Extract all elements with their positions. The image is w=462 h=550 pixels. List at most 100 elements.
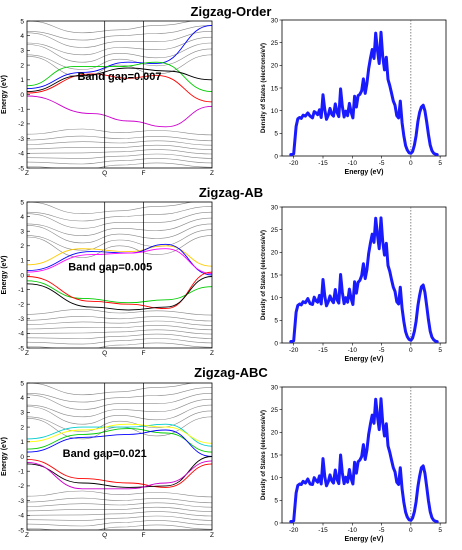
y-tick-label: -1: [18, 469, 24, 476]
band-line-gray: [27, 410, 212, 432]
band-line-highlighted: [27, 458, 212, 488]
y-tick-label: -4: [18, 151, 24, 158]
x-tick-label: -5: [379, 527, 385, 534]
x-tick-label: F: [142, 350, 146, 357]
band-line-highlighted: [27, 95, 212, 128]
band-line-gray: [27, 140, 212, 146]
y-axis-label: Density of States (electrons/eV): [261, 43, 267, 133]
y-tick-label: 0: [274, 520, 278, 527]
y-tick-label: 3: [20, 48, 24, 55]
band-line-gray: [27, 393, 212, 410]
panel-title-zigzag-order: Zigzag-Order: [190, 4, 272, 19]
y-tick-label: 25: [271, 40, 279, 47]
y-tick-label: 30: [271, 384, 279, 391]
band-line-highlighted: [27, 280, 212, 304]
band-line-gray: [27, 506, 212, 512]
x-tick-label: Q: [102, 350, 107, 357]
y-tick-label: 1: [20, 77, 24, 84]
y-axis-label: Energy (eV): [1, 437, 8, 476]
band-line-highlighted: [27, 423, 212, 447]
band-line-gray: [27, 515, 212, 521]
y-tick-label: -3: [18, 498, 24, 505]
dos-plot: [279, 206, 447, 346]
y-tick-label: -1: [18, 107, 24, 114]
x-tick-label: -20: [289, 160, 299, 167]
band-plot-frame: [26, 20, 213, 169]
x-tick-label: Z: [210, 532, 214, 539]
y-tick-label: 0: [274, 153, 278, 160]
x-tick-label: Z: [25, 532, 29, 539]
panel-title-zigzag-abc: Zigzag-ABC: [194, 365, 268, 380]
x-tick-label: 5: [438, 347, 442, 354]
y-tick-label: 3: [20, 229, 24, 236]
band-line-gray: [27, 329, 212, 335]
y-axis-label: Density of States (electrons/eV): [261, 410, 267, 500]
y-tick-label: 10: [271, 295, 279, 302]
x-tick-label: 5: [438, 160, 442, 167]
band-line-highlighted: [27, 429, 212, 457]
band-structure-plot: [26, 201, 213, 349]
x-tick-label: -10: [348, 160, 358, 167]
x-axis-label: Energy (eV): [345, 169, 384, 176]
y-tick-label: -4: [18, 331, 24, 338]
y-axis-label: Energy (eV): [1, 256, 8, 295]
band-line-gray: [27, 315, 212, 322]
band-line-gray: [27, 229, 212, 251]
y-axis-label: Energy (eV): [1, 75, 8, 114]
band-line-highlighted: [27, 271, 212, 310]
x-tick-label: -15: [318, 347, 328, 354]
x-tick-label: 0: [409, 527, 413, 534]
y-tick-label: 2: [20, 424, 24, 431]
band-structure-plot: [26, 20, 213, 169]
y-tick-label: 3: [20, 410, 24, 417]
y-tick-label: 15: [271, 85, 279, 92]
band-line-gray: [27, 308, 212, 316]
band-line-gray: [27, 497, 212, 504]
band-line-gray: [27, 511, 212, 517]
panel-title-zigzag-ab: Zigzag-AB: [198, 185, 264, 200]
y-tick-label: -5: [18, 165, 24, 172]
dos-plot: [279, 19, 447, 159]
band-line-highlighted: [27, 61, 212, 93]
band-line-gray: [27, 144, 212, 150]
band-line-highlighted: [27, 67, 212, 93]
band-line-gray: [27, 202, 194, 215]
x-tick-label: -20: [289, 347, 299, 354]
band-line-highlighted: [27, 248, 212, 274]
y-tick-label: 0: [20, 92, 24, 99]
band-line-gray: [27, 211, 212, 229]
y-tick-label: 0: [274, 340, 278, 347]
y-tick-label: -3: [18, 136, 24, 143]
dos-curve: [289, 30, 439, 157]
x-tick-label: -15: [318, 160, 328, 167]
y-tick-label: 5: [20, 18, 24, 25]
band-line-highlighted: [27, 428, 212, 453]
x-tick-label: -10: [348, 347, 358, 354]
band-line-gray: [27, 153, 212, 159]
x-tick-label: Z: [25, 350, 29, 357]
y-tick-label: 25: [271, 407, 279, 414]
band-line-gray: [27, 404, 212, 425]
band-line-highlighted: [27, 245, 212, 267]
x-tick-label: -5: [379, 160, 385, 167]
band-line-gray: [27, 31, 212, 48]
band-line-gray: [27, 338, 212, 345]
y-tick-label: 15: [271, 452, 279, 459]
band-line-gray: [27, 490, 212, 498]
band-line-gray: [27, 320, 212, 326]
dos-curve: [289, 397, 439, 524]
y-tick-label: -3: [18, 316, 24, 323]
y-tick-label: -2: [18, 483, 24, 490]
y-tick-label: 5: [274, 131, 278, 138]
y-tick-label: -1: [18, 287, 24, 294]
band-line-gray: [27, 524, 212, 530]
y-tick-label: 20: [271, 250, 279, 257]
y-tick-label: 5: [274, 498, 278, 505]
y-tick-label: 0: [20, 454, 24, 461]
band-plot-frame: [26, 201, 213, 349]
y-tick-label: 2: [20, 62, 24, 69]
y-tick-label: -2: [18, 121, 24, 128]
x-tick-label: Q: [102, 170, 107, 177]
y-tick-label: 30: [271, 17, 279, 24]
y-tick-label: 30: [271, 204, 279, 211]
